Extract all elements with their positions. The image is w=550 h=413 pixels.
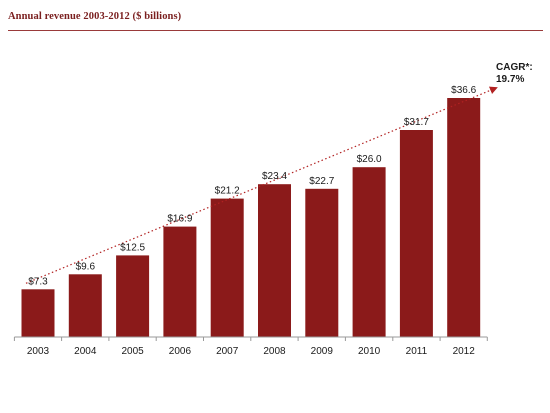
x-tick-2005: 2005 [121,346,144,357]
bar-2008 [258,184,291,337]
bar-2007 [210,198,244,337]
title-divider [8,30,543,31]
value-label-2009: $22.7 [309,176,334,187]
bar-2004 [68,274,102,337]
bar-2012 [447,98,481,337]
x-tick-2004: 2004 [74,346,97,357]
cagr-trend-arrow [25,86,498,284]
value-label-2004: $9.6 [76,261,96,272]
cagr-label: CAGR*: [496,62,533,73]
x-tick-2009: 2009 [311,346,334,357]
x-tick-2003: 2003 [27,346,50,357]
bar-2009 [305,188,339,337]
bar-2010 [352,167,386,337]
bars-group [21,98,481,337]
bar-2005 [116,255,150,337]
x-tick-2008: 2008 [263,346,286,357]
x-tick-2012: 2012 [453,346,476,357]
cagr-value: 19.7% [496,74,524,85]
value-label-2006: $16.9 [167,214,192,225]
x-tick-2010: 2010 [358,346,381,357]
x-tick-2007: 2007 [216,346,239,357]
bar-2011 [399,130,433,337]
value-label-2007: $21.2 [215,186,240,197]
chart-title: Annual revenue 2003-2012 ($ billions) [8,11,182,22]
value-labels: $7.3 $9.6 $12.5 $16.9 $21.2 $23.4 $22.7 $26.0 $3… [28,85,476,287]
bar-2003 [21,289,55,337]
value-label-2003: $7.3 [28,276,48,287]
value-label-2005: $12.5 [120,242,145,253]
value-label-2012: $36.6 [451,85,476,96]
bar-2006 [163,226,197,337]
cagr-trend [25,86,498,284]
x-tick-2006: 2006 [169,346,192,357]
value-label-2008: $23.4 [262,171,287,182]
x-axis: 2003 2004 2005 2006 2007 2008 2009 2010 2011 2012 [13,336,488,357]
value-label-2011: $31.7 [404,117,429,128]
value-label-2010: $26.0 [357,154,382,165]
x-tick-2011: 2011 [406,346,428,357]
